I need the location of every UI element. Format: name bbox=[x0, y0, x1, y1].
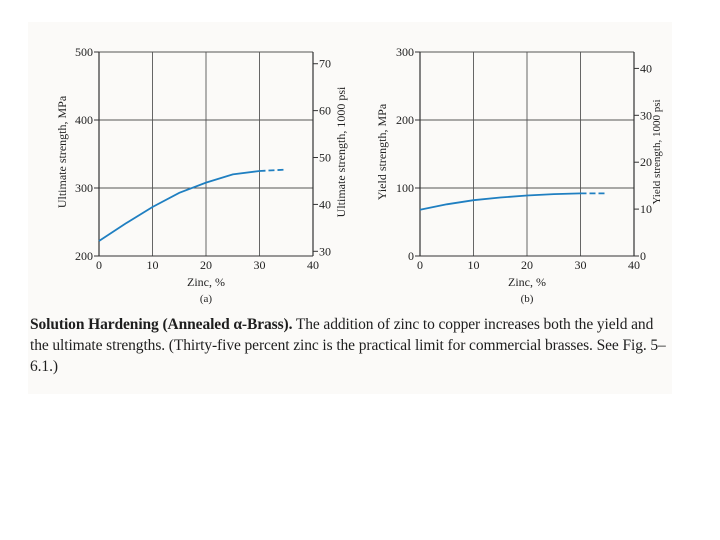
y2-axis-label: Yield strength, 1000 psi bbox=[651, 99, 663, 204]
x-axis-label: Zinc, % bbox=[187, 275, 225, 289]
y-tick-label: 200 bbox=[396, 113, 414, 127]
y-axis-label: Ultimate strength, MPa bbox=[55, 95, 69, 208]
y2-tick-label: 60 bbox=[319, 104, 331, 118]
y2-tick-label: 30 bbox=[640, 108, 652, 122]
x-tick-label: 20 bbox=[200, 258, 212, 272]
x-tick-label: 20 bbox=[521, 258, 533, 272]
caption-title: Solution Hardening (Annealed α-Brass). bbox=[30, 316, 293, 333]
y-tick-label: 500 bbox=[75, 45, 93, 59]
panel-label: (a) bbox=[200, 293, 213, 305]
y-axis-label: Yield strength, MPa bbox=[375, 103, 389, 200]
y-tick-label: 300 bbox=[75, 181, 93, 195]
panel-label: (b) bbox=[521, 293, 534, 305]
y-tick-label: 400 bbox=[75, 113, 93, 127]
caption-text: The addition of zinc to copper increases… bbox=[30, 316, 666, 375]
y2-tick-label: 50 bbox=[319, 151, 331, 165]
x-tick-label: 0 bbox=[417, 258, 423, 272]
y-tick-label: 300 bbox=[396, 45, 414, 59]
scanned-page-background bbox=[28, 22, 672, 394]
y2-tick-label: 0 bbox=[640, 249, 646, 263]
y2-tick-label: 20 bbox=[640, 155, 652, 169]
series-line-dashed bbox=[259, 168, 287, 172]
x-tick-label: 30 bbox=[254, 258, 266, 272]
y2-tick-label: 70 bbox=[319, 57, 331, 71]
y2-tick-label: 30 bbox=[319, 244, 331, 258]
x-tick-label: 40 bbox=[307, 258, 319, 272]
y-tick-label: 200 bbox=[75, 249, 93, 263]
y2-tick-label: 10 bbox=[640, 202, 652, 216]
y2-tick-label: 40 bbox=[640, 61, 652, 75]
figure-caption: Solution Hardening (Annealed α-Brass). T… bbox=[30, 314, 670, 377]
x-tick-label: 30 bbox=[575, 258, 587, 272]
y2-tick-label: 40 bbox=[319, 197, 331, 211]
y2-axis-label: Ultimate strength, 1000 psi bbox=[334, 86, 348, 217]
y-tick-label: 0 bbox=[408, 249, 414, 263]
series-line bbox=[98, 170, 260, 242]
x-tick-label: 10 bbox=[468, 258, 480, 272]
x-axis-label: Zinc, % bbox=[508, 275, 546, 289]
x-tick-label: 0 bbox=[96, 258, 102, 272]
x-tick-label: 10 bbox=[147, 258, 159, 272]
y-tick-label: 100 bbox=[396, 181, 414, 195]
series-line bbox=[419, 192, 581, 211]
x-tick-label: 40 bbox=[628, 258, 640, 272]
